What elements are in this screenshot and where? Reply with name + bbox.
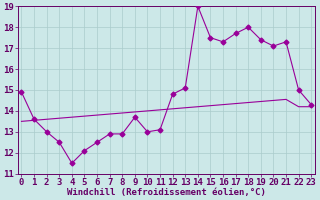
- X-axis label: Windchill (Refroidissement éolien,°C): Windchill (Refroidissement éolien,°C): [67, 188, 266, 197]
